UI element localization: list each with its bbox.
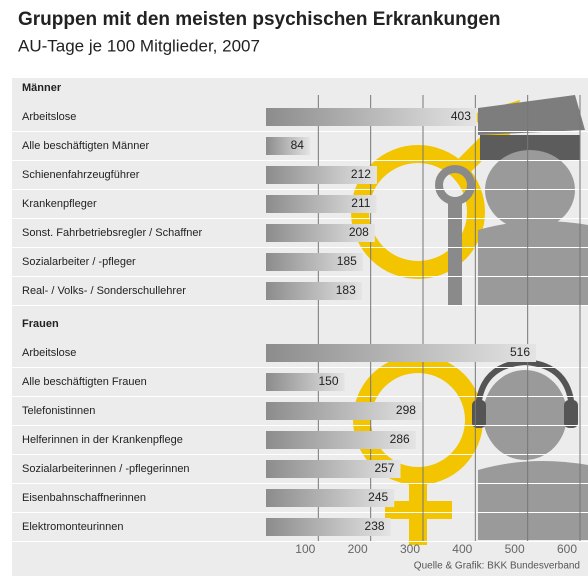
value-label: 298 (396, 403, 416, 417)
value-label: 403 (451, 109, 471, 123)
value-label: 286 (390, 432, 410, 446)
category-label: Arbeitslose (22, 347, 76, 359)
bar (266, 489, 395, 507)
x-tick-label: 100 (295, 542, 315, 556)
value-label: 208 (349, 225, 369, 239)
chart-subtitle: AU-Tage je 100 Mitglieder, 2007 (18, 36, 260, 55)
bar (266, 195, 377, 213)
bar (266, 224, 375, 242)
category-label: Sonst. Fahrbetriebsregler / Schaffner (22, 227, 203, 239)
value-label: 211 (351, 196, 370, 210)
bar (266, 402, 422, 420)
category-label: Helferinnen in der Krankenpflege (22, 434, 183, 446)
x-tick-label: 400 (452, 542, 472, 556)
category-label: Telefonistinnen (22, 405, 95, 417)
group-label: Frauen (22, 318, 59, 330)
value-label: 516 (510, 345, 530, 359)
bar (266, 344, 537, 362)
category-label: Krankenpfleger (22, 198, 97, 210)
chart-title: Gruppen mit den meisten psychischen Erkr… (18, 9, 501, 30)
conductor-icon (435, 95, 588, 305)
value-label: 257 (374, 461, 394, 475)
category-label: Alle beschäftigten Männer (22, 140, 150, 152)
group-label: Männer (22, 82, 62, 94)
bar (266, 431, 416, 449)
bar (266, 108, 477, 126)
x-tick-label: 600 (557, 542, 577, 556)
x-tick-label: 300 (400, 542, 420, 556)
category-label: Real- / Volks- / Sonderschullehrer (22, 285, 186, 297)
category-label: Arbeitslose (22, 111, 76, 123)
bar (266, 282, 362, 300)
value-label: 212 (351, 167, 371, 181)
x-tick-label: 500 (505, 542, 525, 556)
category-label: Sozialarbeiter / -pfleger (22, 256, 136, 268)
bar (266, 137, 310, 155)
bar (266, 518, 391, 536)
bar (266, 166, 377, 184)
source: Quelle & Grafik: BKK Bundesverband (414, 561, 580, 572)
value-label: 183 (336, 283, 356, 297)
category-label: Eisenbahnschaffnerinnen (22, 492, 146, 504)
value-label: 238 (365, 519, 385, 533)
category-label: Sozialarbeiterinnen / -pflegerinnen (22, 463, 190, 475)
category-label: Schienenfahrzeugführer (22, 169, 140, 181)
category-label: Alle beschäftigten Frauen (22, 376, 147, 388)
value-label: 150 (318, 374, 338, 388)
category-label: Elektromonteurinnen (22, 521, 124, 533)
value-label: 84 (291, 138, 305, 152)
bar (266, 460, 401, 478)
bar (266, 253, 363, 271)
value-label: 245 (368, 490, 388, 504)
x-tick-label: 200 (348, 542, 368, 556)
value-label: 185 (337, 254, 357, 268)
bar (266, 373, 345, 391)
